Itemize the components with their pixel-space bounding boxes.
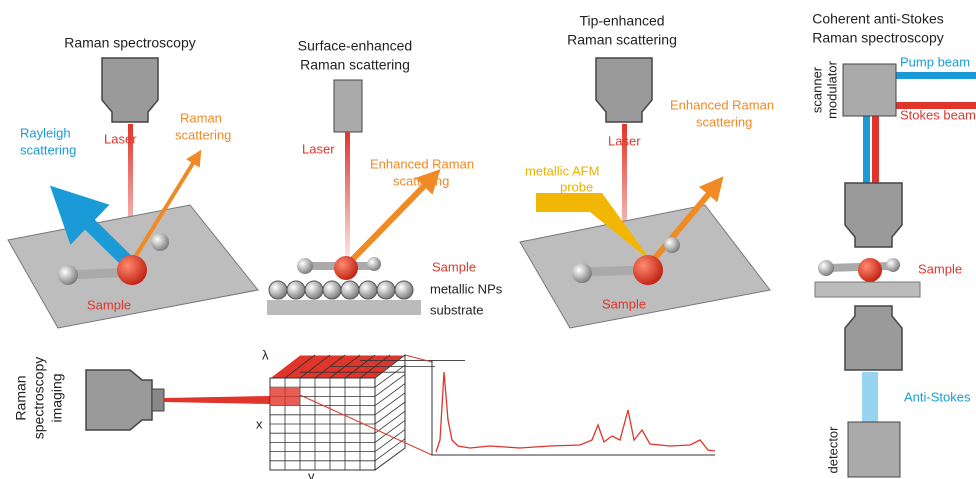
raman-label: scattering bbox=[175, 127, 231, 142]
objective bbox=[102, 58, 158, 122]
probe-label: probe bbox=[560, 179, 593, 194]
laser-box bbox=[334, 80, 362, 132]
raman-label: Raman bbox=[180, 110, 222, 125]
laser-label: Laser bbox=[104, 131, 137, 146]
substrate-label: substrate bbox=[430, 302, 483, 317]
sample-label: Sample bbox=[87, 297, 131, 312]
spectrum-axes bbox=[432, 360, 715, 455]
objective bbox=[845, 306, 902, 370]
imaging-label: imaging bbox=[49, 373, 65, 422]
molecule bbox=[334, 256, 358, 280]
rayleigh-label: Rayleigh bbox=[20, 125, 71, 140]
title: Coherent anti-Stokes bbox=[812, 11, 944, 27]
imaging-label: Raman bbox=[13, 375, 29, 420]
detector-box bbox=[848, 422, 900, 477]
scanner-label: modulator bbox=[824, 60, 839, 118]
objective bbox=[86, 370, 152, 430]
spectrum bbox=[436, 372, 715, 452]
rayleigh-label: scattering bbox=[20, 142, 76, 157]
enhanced-label: scattering bbox=[393, 173, 449, 188]
scanner-label: scanner bbox=[809, 66, 824, 113]
detector-label: detector bbox=[825, 426, 840, 474]
pump-beam bbox=[896, 72, 976, 79]
panel-sers: Surface-enhanced Raman scattering Laser … bbox=[267, 38, 503, 318]
anti-stokes-label: Anti-Stokes bbox=[904, 389, 971, 404]
lambda-label: λ bbox=[262, 347, 269, 362]
sample-label: Sample bbox=[432, 259, 476, 274]
probe-label: metallic AFM bbox=[525, 163, 599, 178]
laser-label: Laser bbox=[608, 133, 641, 148]
molecule bbox=[633, 255, 663, 285]
nanoparticles bbox=[269, 281, 413, 299]
substrate bbox=[267, 300, 421, 315]
sample-label: Sample bbox=[918, 261, 962, 276]
y-label: y bbox=[308, 468, 315, 479]
nps-label: metallic NPs bbox=[430, 281, 503, 296]
imaging-label: spectroscopy bbox=[31, 357, 47, 439]
raman-arrow bbox=[348, 182, 428, 264]
panel-cars: Coherent anti-Stokes Raman spectroscopy … bbox=[809, 11, 976, 477]
panel-raman: Raman spectroscopy Laser Rayleigh scatte… bbox=[8, 35, 258, 328]
panel-ters: Tip-enhanced Raman scattering Laser meta… bbox=[520, 13, 774, 328]
sample-label: Sample bbox=[602, 296, 646, 311]
molecule bbox=[858, 258, 882, 282]
title: Raman scattering bbox=[300, 57, 410, 73]
objective bbox=[845, 183, 902, 247]
laser-beam bbox=[345, 132, 350, 262]
laser-label: Laser bbox=[302, 141, 335, 156]
title: Raman spectroscopy bbox=[64, 35, 196, 51]
x-label: x bbox=[256, 416, 263, 431]
scanner-box bbox=[843, 64, 896, 116]
enhanced-label: scattering bbox=[696, 114, 752, 129]
enhanced-label: Enhanced Raman bbox=[370, 156, 474, 171]
title: Surface-enhanced bbox=[298, 38, 412, 54]
objective bbox=[596, 58, 652, 122]
laser-beam bbox=[164, 396, 270, 404]
molecule bbox=[117, 255, 147, 285]
title: Raman scattering bbox=[567, 32, 677, 48]
enhanced-label: Enhanced Raman bbox=[670, 97, 774, 112]
stokes-label: Stokes beam bbox=[900, 107, 976, 122]
panel-imaging: Raman spectroscopy imaging λ x y bbox=[13, 347, 715, 479]
title: Raman spectroscopy bbox=[812, 30, 944, 46]
anti-stokes-beam bbox=[862, 372, 878, 422]
pump-label: Pump beam bbox=[900, 54, 970, 69]
title: Tip-enhanced bbox=[579, 13, 664, 29]
plate bbox=[815, 282, 920, 297]
diagram: Raman spectroscopy Laser Rayleigh scatte… bbox=[0, 0, 976, 479]
